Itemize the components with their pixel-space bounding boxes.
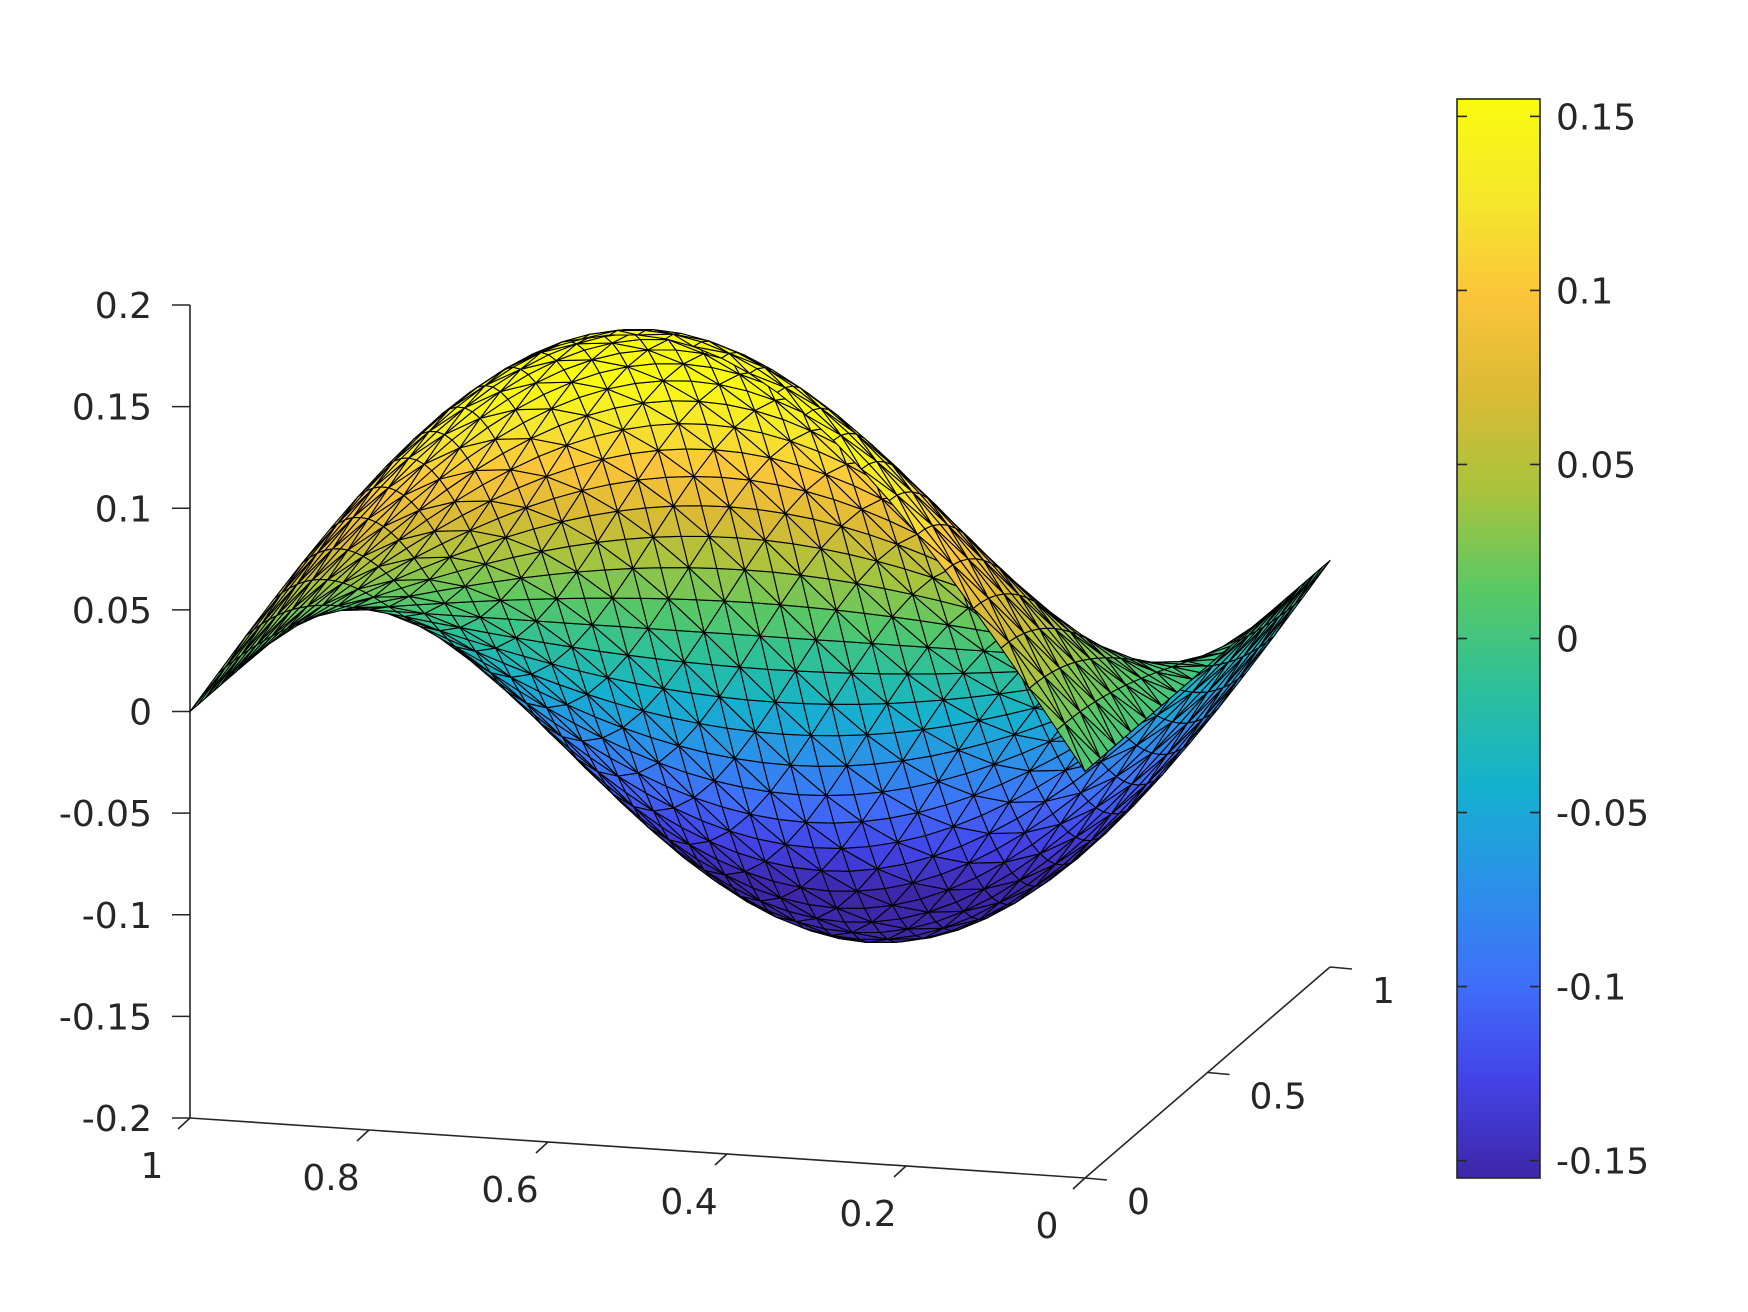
colorbar-tick-label: 0.05 bbox=[1556, 445, 1636, 486]
y-tick-label: 1 bbox=[1372, 971, 1395, 1012]
surface-face bbox=[1028, 687, 1066, 731]
colorbar-tick-label: -0.1 bbox=[1556, 968, 1626, 1009]
x-tick-label: 0.8 bbox=[302, 1158, 359, 1199]
colorbar-tick-label: 0 bbox=[1556, 620, 1579, 661]
z-tick-label: 0.2 bbox=[95, 286, 152, 327]
x-tick-label: 0.4 bbox=[660, 1182, 717, 1223]
z-tick-label: -0.05 bbox=[59, 794, 152, 835]
colorbar-ticks: 0.15 0.1 0.05 0 -0.05 -0.1 -0.15 bbox=[1457, 97, 1649, 1183]
surface-face bbox=[301, 523, 339, 564]
x-tick-mark bbox=[177, 1117, 191, 1130]
x-tick-mark bbox=[1072, 1177, 1086, 1190]
surface-face bbox=[860, 468, 898, 502]
surface-face bbox=[245, 592, 283, 637]
z-tick-label: 0.05 bbox=[72, 591, 152, 632]
surface-face bbox=[636, 333, 674, 340]
colorbar-tick-label: -0.05 bbox=[1556, 794, 1649, 835]
surface-face bbox=[581, 329, 618, 340]
x-tick-mark bbox=[535, 1141, 549, 1154]
z-tick-label: -0.1 bbox=[82, 896, 152, 937]
y-tick-label: 0 bbox=[1127, 1182, 1150, 1223]
colorbar-tick-label: 0.1 bbox=[1556, 271, 1613, 312]
surface-face bbox=[916, 533, 954, 572]
x-tick-label: 0 bbox=[1036, 1206, 1059, 1247]
colorbar-tick-label: 0.15 bbox=[1556, 97, 1636, 138]
x-axis-line bbox=[189, 1117, 1086, 1179]
z-tick-label: -0.15 bbox=[59, 997, 152, 1038]
y-tick-mark bbox=[1329, 966, 1353, 970]
surface-face bbox=[469, 368, 506, 393]
z-tick-label: -0.2 bbox=[82, 1099, 152, 1140]
z-tick-label: 0.1 bbox=[95, 489, 152, 530]
surface-face bbox=[525, 341, 562, 359]
surface-face bbox=[748, 372, 786, 393]
surface-face bbox=[189, 666, 227, 713]
z-axis-ticks: 0.2 0.15 0.1 0.05 0 -0.05 -0.1 -0.15 -0.2 bbox=[59, 286, 190, 1140]
surface-face bbox=[357, 460, 394, 498]
colorbar-gradient bbox=[1457, 99, 1540, 1178]
surface-face bbox=[972, 607, 1010, 649]
surface-mesh bbox=[189, 329, 1331, 943]
y-tick-mark bbox=[1084, 1177, 1108, 1181]
y-tick-label: 0.5 bbox=[1250, 1077, 1307, 1118]
colorbar: 0.15 0.1 0.05 0 -0.05 -0.1 -0.15 bbox=[1456, 97, 1649, 1183]
surface-face bbox=[413, 408, 450, 440]
y-tick-mark bbox=[1207, 1071, 1230, 1076]
z-tick-label: 0 bbox=[129, 693, 152, 734]
x-tick-mark bbox=[893, 1165, 907, 1178]
x-tick-mark bbox=[356, 1129, 370, 1142]
x-tick-label: 0.6 bbox=[481, 1170, 538, 1211]
x-tick-mark bbox=[714, 1153, 728, 1166]
x-tick-label: 0.2 bbox=[839, 1194, 896, 1235]
colorbar-tick-label: -0.15 bbox=[1556, 1142, 1649, 1183]
surface-face bbox=[804, 414, 842, 441]
x-tick-label: 1 bbox=[141, 1146, 164, 1187]
z-tick-label: 0.15 bbox=[72, 388, 152, 429]
x-axis-ticks: 1 0.8 0.6 0.4 0.2 0 bbox=[141, 1117, 1086, 1247]
y-axis-ticks: 00.51 bbox=[1084, 966, 1395, 1223]
surface-face bbox=[692, 346, 730, 359]
